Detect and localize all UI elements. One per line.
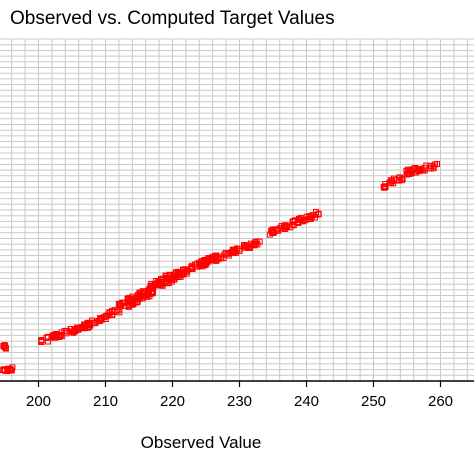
x-axis-label: Observed Value — [141, 433, 262, 452]
data-point — [7, 366, 14, 373]
data-point — [43, 334, 50, 341]
data-point — [225, 252, 232, 259]
data-point — [390, 180, 397, 187]
data-point — [75, 326, 82, 333]
data-point — [198, 261, 205, 268]
data-point — [74, 325, 81, 332]
x-tick-label: 210 — [93, 393, 118, 410]
x-tick-label: 200 — [26, 393, 51, 410]
data-point — [315, 210, 322, 217]
data-point — [152, 280, 159, 287]
data-point — [38, 337, 45, 344]
data-point — [202, 258, 209, 265]
data-point — [306, 213, 313, 220]
data-point — [281, 223, 287, 230]
data-point — [124, 295, 131, 302]
data-point — [434, 160, 440, 167]
x-tick-label: 250 — [361, 393, 386, 410]
data-point — [96, 317, 103, 324]
data-point — [247, 240, 254, 247]
data-point — [139, 288, 146, 295]
data-point — [192, 261, 198, 268]
data-point — [416, 165, 423, 172]
data-point — [63, 330, 70, 337]
data-point — [163, 275, 170, 282]
data-point — [230, 249, 237, 255]
data-point — [404, 171, 410, 178]
data-point — [382, 184, 389, 190]
data-point — [174, 268, 181, 275]
data-point — [81, 321, 88, 328]
data-point — [85, 319, 92, 326]
grid — [0, 38, 474, 382]
x-tick-label: 260 — [428, 393, 453, 410]
data-point — [290, 222, 297, 229]
data-point — [56, 332, 62, 339]
data-point — [297, 214, 304, 221]
x-tick-label: 240 — [294, 393, 319, 410]
data-point — [268, 227, 275, 234]
data-point — [84, 321, 91, 327]
x-tick-label: 230 — [227, 393, 252, 410]
x-axis-ticks: 200210220230240250260270280290300 — [26, 381, 453, 410]
data-point — [242, 244, 249, 251]
data-point — [136, 289, 143, 296]
data-point — [100, 314, 107, 321]
data-point — [404, 168, 411, 175]
data-point — [67, 326, 74, 332]
data-point — [386, 179, 393, 186]
data-point — [381, 184, 388, 191]
data-point — [208, 256, 214, 263]
data-point — [5, 367, 12, 374]
data-point — [274, 226, 281, 233]
data-points — [0, 160, 440, 375]
data-point — [202, 261, 209, 268]
data-point — [295, 215, 302, 222]
chart-title: Observed vs. Computed Target Values — [10, 8, 335, 29]
data-point — [2, 344, 9, 351]
data-point — [125, 294, 132, 301]
data-point — [109, 311, 116, 318]
data-point — [251, 242, 258, 249]
data-point — [274, 226, 281, 233]
data-point — [116, 309, 123, 316]
data-point — [114, 307, 121, 314]
data-point — [284, 223, 291, 230]
x-tick-label: 220 — [160, 393, 185, 410]
data-point — [115, 300, 122, 307]
data-point — [396, 174, 403, 181]
